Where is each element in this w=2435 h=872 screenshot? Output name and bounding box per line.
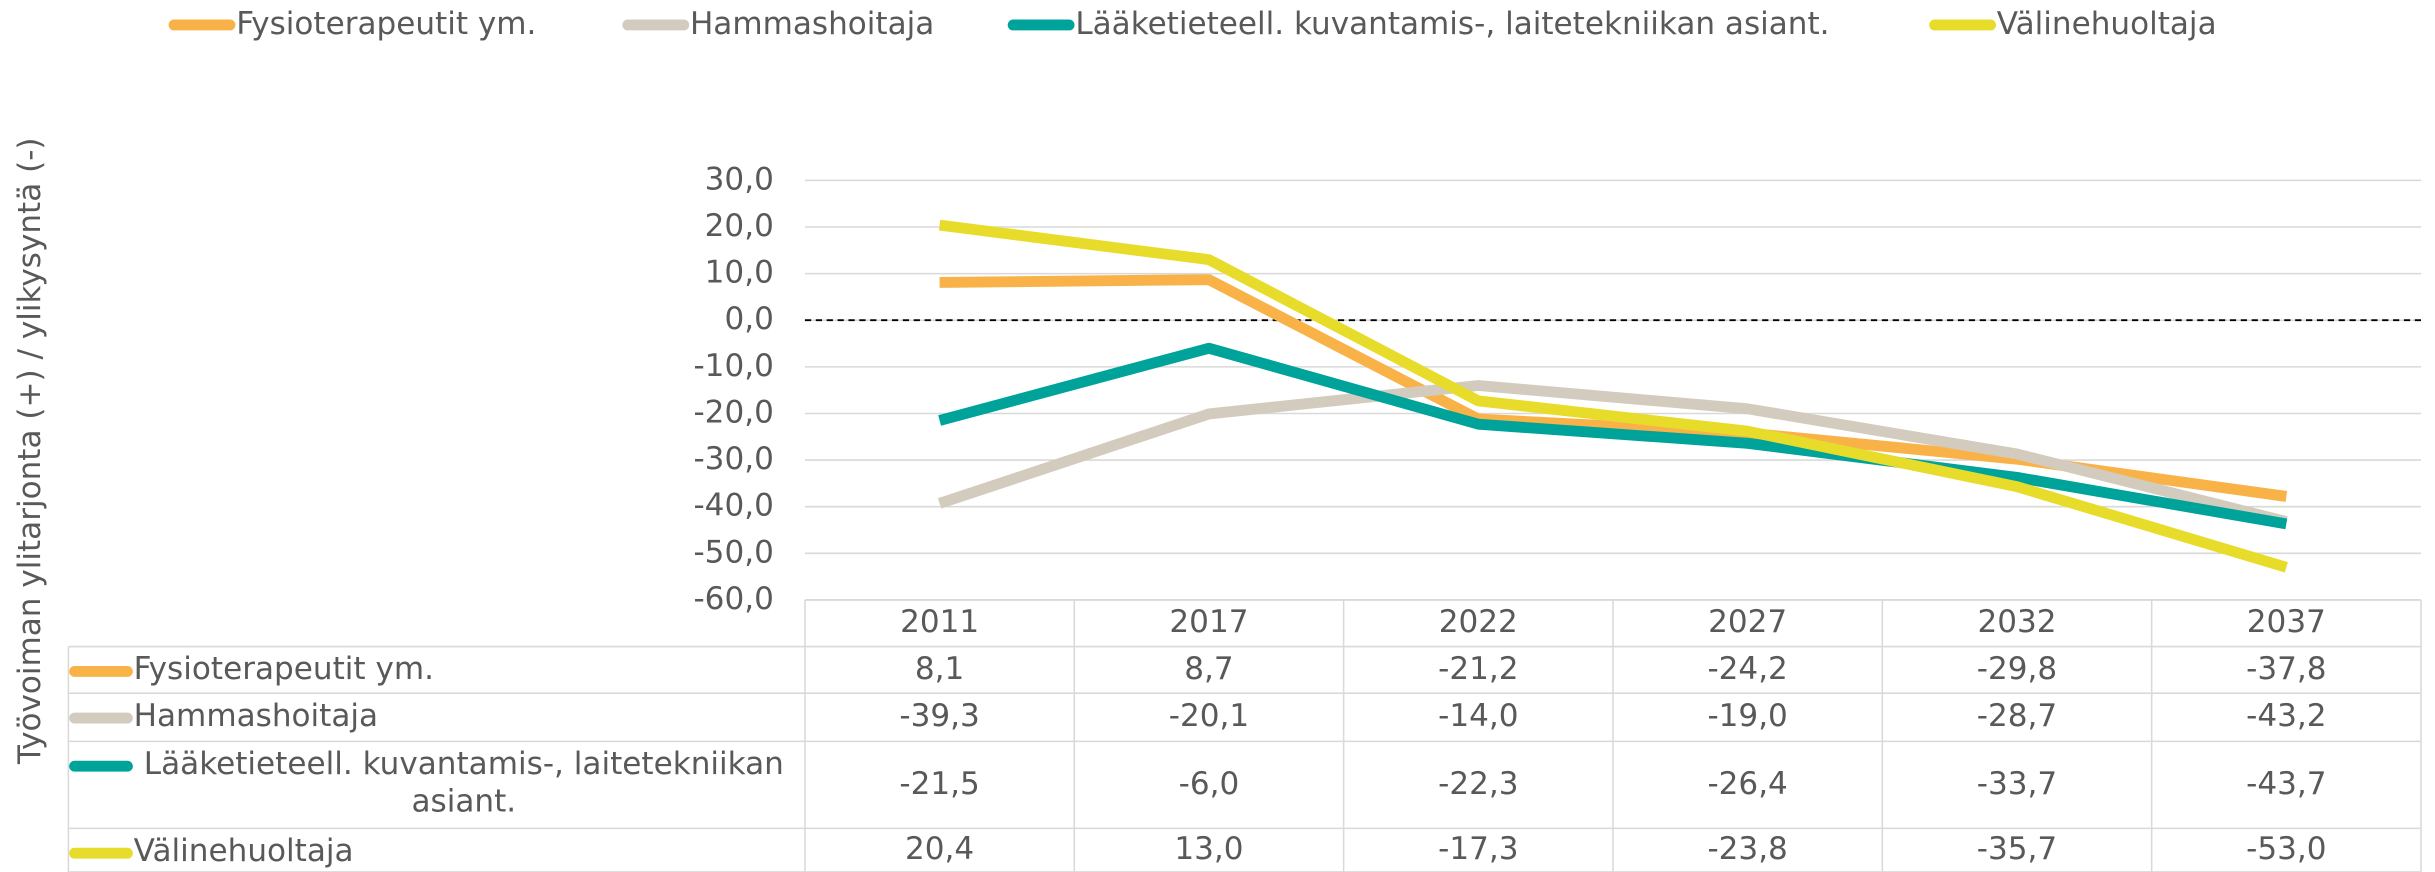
x-tick-label: 2032: [1977, 604, 2056, 640]
table-value: -43,7: [2246, 766, 2326, 802]
table-value: 20,4: [905, 831, 974, 867]
table-value: -21,2: [1438, 651, 1518, 687]
x-tick-label: 2017: [1169, 604, 1248, 640]
table-value: -53,0: [2246, 831, 2326, 867]
table-value: -23,8: [1707, 831, 1787, 867]
y-tick-label: -30,0: [693, 441, 773, 477]
y-tick-label: -20,0: [693, 394, 773, 430]
row-label: Fysioterapeutit ym.: [133, 649, 435, 687]
table-value: 13,0: [1174, 831, 1243, 867]
table-value: 8,1: [915, 651, 964, 687]
x-tick-label: 2027: [1708, 604, 1787, 640]
series-line: [937, 380, 2288, 527]
table-value: -14,0: [1438, 698, 1518, 734]
table-value: -33,7: [1977, 766, 2057, 802]
legend-label: Fysioterapeutit ym.: [236, 6, 536, 42]
row-label-box: Hammashoitaja: [133, 696, 379, 734]
y-tick-label: 10,0: [705, 255, 774, 291]
table-value: -19,0: [1707, 698, 1787, 734]
y-axis-label: Työvoiman ylitarjonta (+) / ylikysyntä (…: [12, 137, 48, 765]
table-value: -39,3: [899, 698, 979, 734]
row-label: Lääketieteell. kuvantamis-, laitetekniik…: [143, 744, 784, 820]
y-tick-label: 30,0: [705, 161, 774, 197]
table-value: -17,3: [1438, 831, 1518, 867]
legend-label: Välinehuoltaja: [1997, 6, 2217, 42]
table-value: -26,4: [1707, 766, 1787, 802]
row-label: Välinehuoltaja: [133, 831, 354, 869]
table-value: -37,8: [2246, 651, 2326, 687]
table-value: 8,7: [1184, 651, 1233, 687]
table-value: -29,8: [1977, 651, 2057, 687]
x-tick-label: 2022: [1439, 604, 1518, 640]
x-tick-label: 2037: [2247, 604, 2326, 640]
table-value: -21,5: [899, 766, 979, 802]
table-value: -6,0: [1179, 766, 1240, 802]
row-label-box: Lääketieteell. kuvantamis-, laitetekniik…: [143, 744, 784, 820]
y-tick-label: -60,0: [693, 581, 773, 617]
table-value: -20,1: [1169, 698, 1249, 734]
series-line: [938, 219, 2288, 573]
legend-label: Lääketieteell. kuvantamis-, laitetekniik…: [1075, 6, 1829, 42]
x-tick-label: 2011: [900, 604, 979, 640]
table-value: -28,7: [1977, 698, 2057, 734]
series-line: [939, 274, 2288, 502]
legend-label: Hammashoitaja: [690, 6, 934, 42]
row-label-box: Fysioterapeutit ym.: [133, 649, 435, 687]
table-value: -35,7: [1977, 831, 2057, 867]
y-tick-label: -10,0: [693, 348, 773, 384]
series-line: [938, 342, 2288, 530]
y-tick-label: 20,0: [705, 208, 774, 244]
table-value: -22,3: [1438, 766, 1518, 802]
table-value: -24,2: [1707, 651, 1787, 687]
row-label-box: Välinehuoltaja: [133, 831, 354, 869]
y-tick-label: -50,0: [693, 534, 773, 570]
y-tick-label: 0,0: [724, 301, 773, 337]
row-label: Hammashoitaja: [133, 696, 379, 734]
y-tick-label: -40,0: [693, 488, 773, 524]
table-value: -43,2: [2246, 698, 2326, 734]
